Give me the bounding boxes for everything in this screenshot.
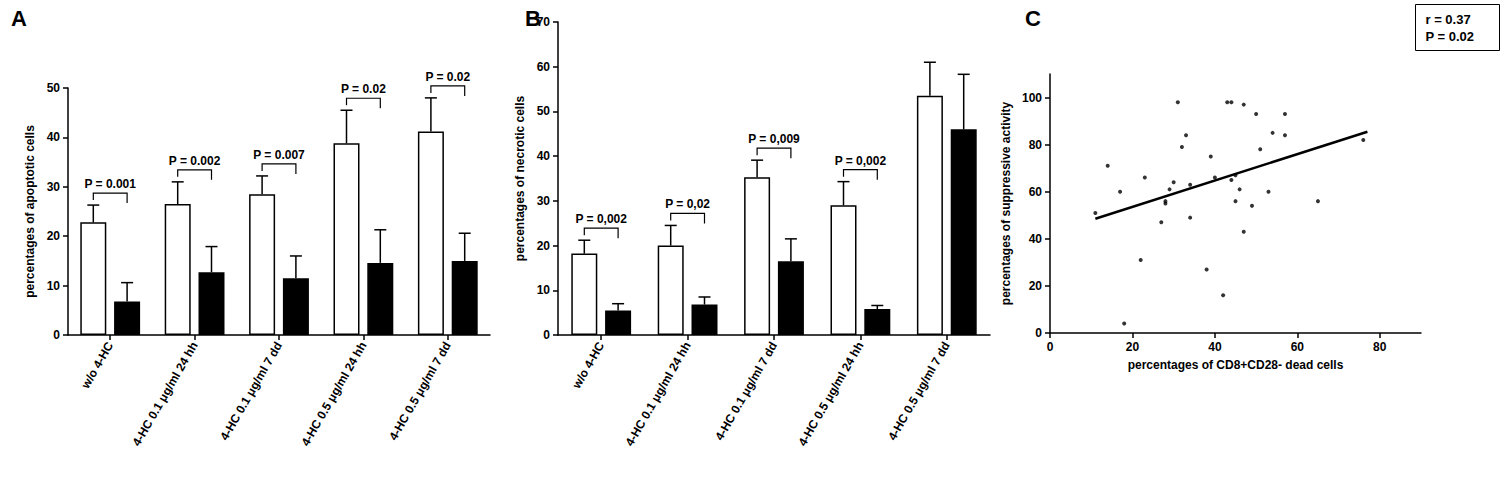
svg-text:100: 100	[1022, 91, 1042, 105]
svg-text:4-HC 0.5 μg/ml 7 dd: 4-HC 0.5 μg/ml 7 dd	[885, 339, 953, 442]
svg-text:0: 0	[543, 328, 550, 342]
svg-text:P = 0.007: P = 0.007	[253, 148, 305, 162]
svg-text:P = 0.001: P = 0.001	[84, 177, 136, 191]
svg-text:60: 60	[1291, 340, 1305, 354]
svg-text:4-HC 0.1 μg/ml 24 hh: 4-HC 0.1 μg/ml 24 hh	[623, 339, 694, 448]
svg-text:80: 80	[1029, 138, 1043, 152]
svg-text:50: 50	[537, 104, 551, 118]
svg-text:P = 0,002: P = 0,002	[575, 212, 627, 226]
svg-text:60: 60	[537, 60, 551, 74]
svg-text:P = 0.02: P = 0.02	[341, 82, 386, 96]
svg-text:w/o 4-HC: w/o 4-HC	[569, 339, 607, 392]
svg-text:P = 0.002: P = 0.002	[169, 154, 221, 168]
svg-text:B: B	[525, 6, 541, 31]
svg-text:80: 80	[1373, 340, 1387, 354]
svg-text:4-HC 0.5 μg/ml 24 hh: 4-HC 0.5 μg/ml 24 hh	[298, 339, 369, 448]
svg-text:percentages of CD8+CD28- dead: percentages of CD8+CD28- dead cells	[1128, 358, 1344, 372]
svg-text:50: 50	[47, 81, 61, 95]
svg-text:4-HC 0.5 μg/ml 24 hh: 4-HC 0.5 μg/ml 24 hh	[795, 339, 866, 448]
svg-text:0: 0	[53, 328, 60, 342]
svg-text:0: 0	[1035, 326, 1042, 340]
svg-text:40: 40	[537, 149, 551, 163]
svg-text:40: 40	[1208, 340, 1222, 354]
svg-text:P = 0,002: P = 0,002	[835, 154, 887, 168]
svg-text:10: 10	[47, 279, 61, 293]
svg-text:60: 60	[1029, 185, 1043, 199]
svg-text:40: 40	[1029, 232, 1043, 246]
svg-text:20: 20	[1029, 279, 1043, 293]
svg-text:percentages of apoptotic cells: percentages of apoptotic cells	[23, 125, 37, 298]
svg-text:P = 0,02: P = 0,02	[665, 197, 710, 211]
svg-text:70: 70	[536, 15, 550, 29]
svg-text:30: 30	[537, 194, 551, 208]
svg-text:0: 0	[1047, 340, 1054, 354]
svg-text:P = 0,009: P = 0,009	[748, 132, 800, 146]
svg-text:4-HC 0.1 μg/ml 7 dd: 4-HC 0.1 μg/ml 7 dd	[712, 339, 780, 442]
svg-text:40: 40	[47, 130, 61, 144]
svg-text:20: 20	[537, 239, 551, 253]
svg-text:4-HC 0.1 μg/ml 7 dd: 4-HC 0.1 μg/ml 7 dd	[217, 339, 285, 442]
svg-text:4-HC 0.5 μg/ml 7 dd: 4-HC 0.5 μg/ml 7 dd	[386, 339, 454, 442]
svg-text:C: C	[1025, 6, 1041, 31]
svg-text:r = 0.37: r = 0.37	[1426, 12, 1471, 27]
svg-text:20: 20	[47, 229, 61, 243]
svg-text:A: A	[11, 6, 27, 31]
svg-text:30: 30	[47, 180, 61, 194]
svg-text:w/o 4-HC: w/o 4-HC	[78, 339, 116, 392]
svg-text:percentages of suppressive act: percentages of suppressive activity	[999, 101, 1013, 305]
svg-text:10: 10	[537, 283, 551, 297]
svg-text:P = 0.02: P = 0.02	[1426, 29, 1475, 44]
svg-text:4-HC 0.1 μg/ml 24 hh: 4-HC 0.1 μg/ml 24 hh	[130, 339, 201, 448]
svg-text:P = 0.02: P = 0.02	[425, 70, 470, 84]
svg-text:20: 20	[1126, 340, 1140, 354]
svg-text:percentages of necrotic cells: percentages of necrotic cells	[513, 95, 527, 261]
